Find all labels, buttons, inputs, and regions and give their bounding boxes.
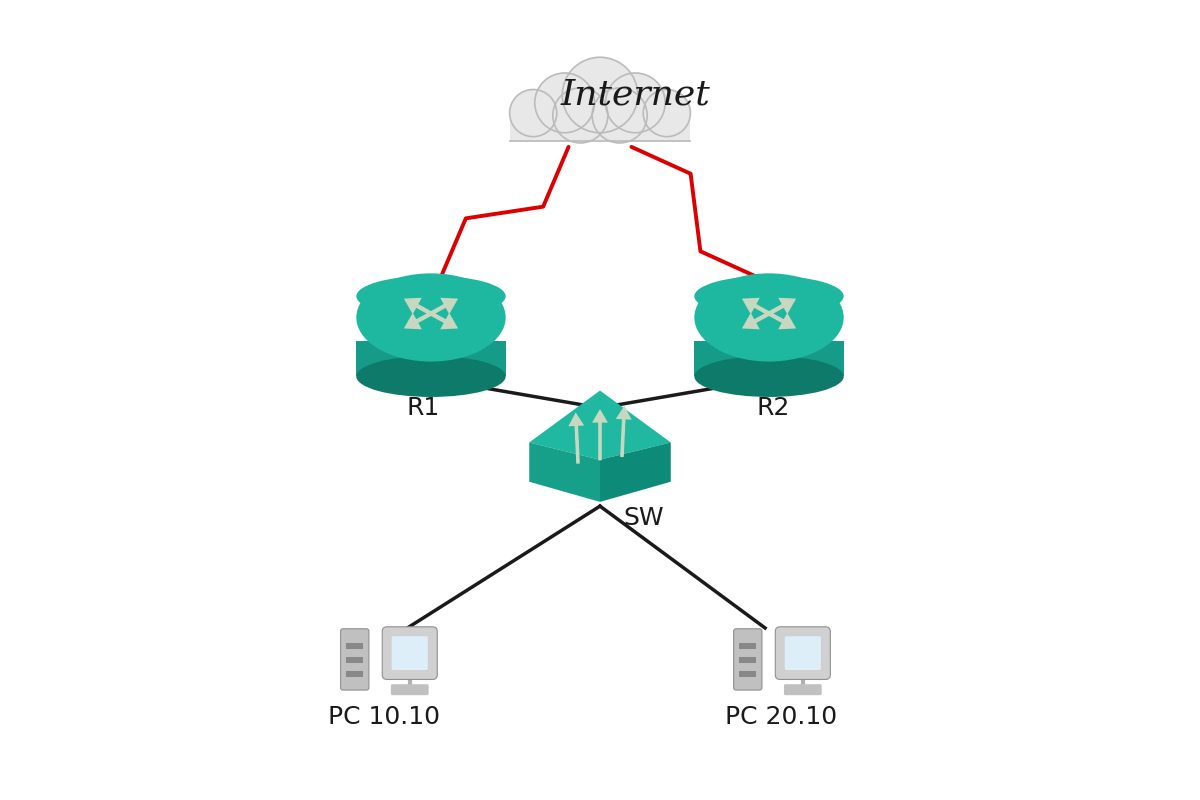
Circle shape [592,88,647,143]
Ellipse shape [695,356,844,397]
FancyArrow shape [769,300,793,314]
Ellipse shape [356,276,505,317]
Circle shape [563,58,637,133]
Circle shape [553,88,608,143]
FancyArrow shape [745,300,769,314]
Ellipse shape [695,274,844,362]
FancyArrow shape [769,313,793,327]
FancyArrow shape [571,415,582,462]
Text: Internet: Internet [560,78,710,112]
Bar [739,657,756,663]
FancyBboxPatch shape [391,684,428,695]
FancyBboxPatch shape [775,626,830,679]
FancyArrow shape [431,313,455,327]
Text: SW: SW [623,506,664,530]
Bar [346,643,364,649]
FancyBboxPatch shape [383,626,437,679]
Ellipse shape [695,276,844,317]
Text: R1: R1 [407,396,439,420]
FancyArrow shape [431,300,455,314]
FancyArrow shape [745,313,769,327]
Bar [346,671,364,678]
Circle shape [510,90,557,137]
FancyBboxPatch shape [341,629,368,690]
FancyBboxPatch shape [784,684,822,695]
FancyBboxPatch shape [733,629,762,690]
Text: R2: R2 [756,396,790,420]
Bar [739,671,756,678]
Polygon shape [356,341,505,377]
FancyArrow shape [594,412,606,459]
Polygon shape [695,341,844,377]
Text: PC 20.10: PC 20.10 [725,705,836,729]
Ellipse shape [356,356,505,397]
Text: PC 10.10: PC 10.10 [328,705,440,729]
Circle shape [535,73,594,133]
Ellipse shape [356,274,505,362]
Polygon shape [529,390,671,460]
FancyArrow shape [618,409,629,456]
Polygon shape [529,442,600,502]
Bar [510,110,690,142]
Circle shape [643,90,690,137]
FancyArrow shape [407,313,431,327]
Circle shape [606,73,665,133]
Bar [346,657,364,663]
Polygon shape [600,442,671,502]
FancyBboxPatch shape [785,636,821,670]
Bar [739,643,756,649]
FancyArrow shape [407,300,431,314]
FancyBboxPatch shape [391,636,428,670]
